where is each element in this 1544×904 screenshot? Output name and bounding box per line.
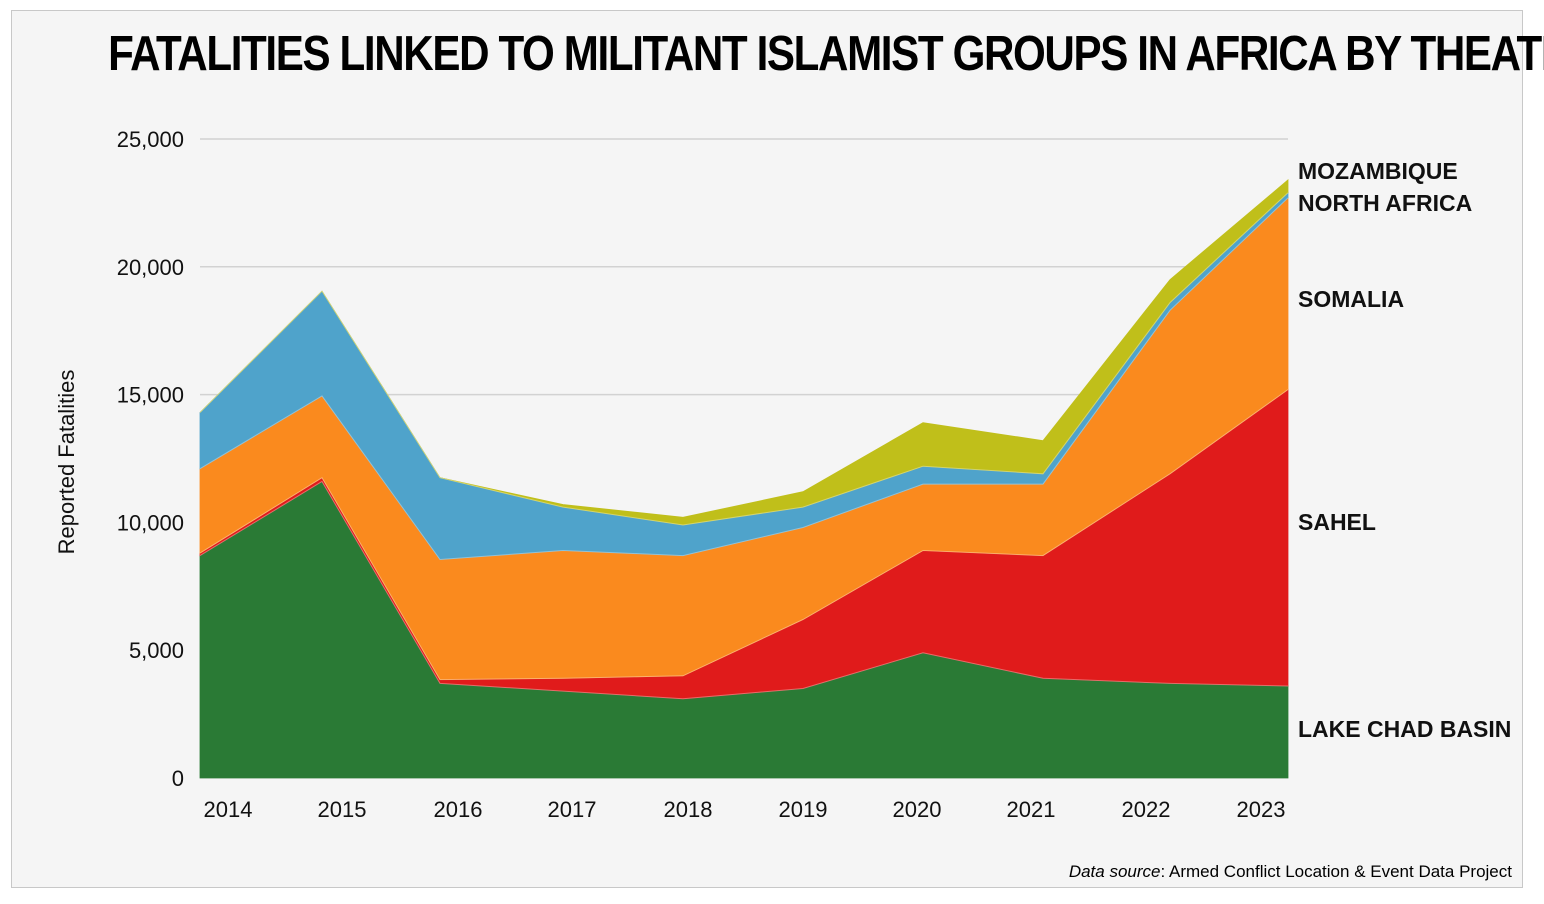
x-tick-label: 2016 — [434, 797, 483, 822]
y-tick-label: 15,000 — [117, 383, 184, 408]
y-tick-label: 0 — [172, 766, 184, 791]
series-label: SAHEL — [1298, 509, 1376, 535]
y-tick-label: 20,000 — [117, 255, 184, 280]
series-label: MOZAMBIQUE — [1298, 158, 1458, 184]
area-boundary — [199, 389, 1289, 681]
area-boundary — [199, 197, 1289, 561]
x-tick-label: 2022 — [1122, 797, 1171, 822]
y-axis-ticks: 0 5,000 10,000 15,000 20,000 25,000 — [117, 127, 184, 791]
x-tick-label: 2014 — [204, 797, 253, 822]
x-tick-label: 2018 — [664, 797, 713, 822]
data-source-text: : Armed Conflict Location & Event Data P… — [1160, 862, 1512, 881]
data-source-note: Data source: Armed Conflict Location & E… — [1069, 862, 1512, 882]
x-tick-label: 2021 — [1007, 797, 1056, 822]
area-layer — [199, 179, 1289, 779]
y-axis-label: Reported Fatalities — [54, 370, 79, 555]
y-tick-label: 25,000 — [117, 127, 184, 152]
area-boundary — [199, 480, 1289, 700]
area-mozambique — [199, 179, 1289, 526]
area-boundary — [199, 192, 1289, 526]
data-source-label: Data source — [1068, 862, 1161, 881]
x-tick-label: 2023 — [1237, 797, 1286, 822]
x-tick-label: 2019 — [779, 797, 828, 822]
y-tick-label: 10,000 — [117, 510, 184, 535]
y-tick-label: 5,000 — [129, 638, 184, 663]
x-tick-label: 2017 — [548, 797, 597, 822]
series-label: SOMALIA — [1298, 286, 1404, 312]
x-tick-label: 2015 — [318, 797, 367, 822]
x-axis-ticks: 2014 2015 2016 2017 2018 2019 2020 2021 2022 2023 — [204, 797, 1286, 822]
series-label: LAKE CHAD BASIN — [1298, 716, 1511, 742]
series-label: NORTH AFRICA — [1298, 190, 1472, 216]
chart-title: FATALITIES LINKED TO MILITANT ISLAMIST G… — [108, 27, 1544, 81]
x-tick-label: 2020 — [893, 797, 942, 822]
series-labels: LAKE CHAD BASIN SAHEL SOMALIA NORTH AFRICA M… — [1298, 158, 1511, 742]
